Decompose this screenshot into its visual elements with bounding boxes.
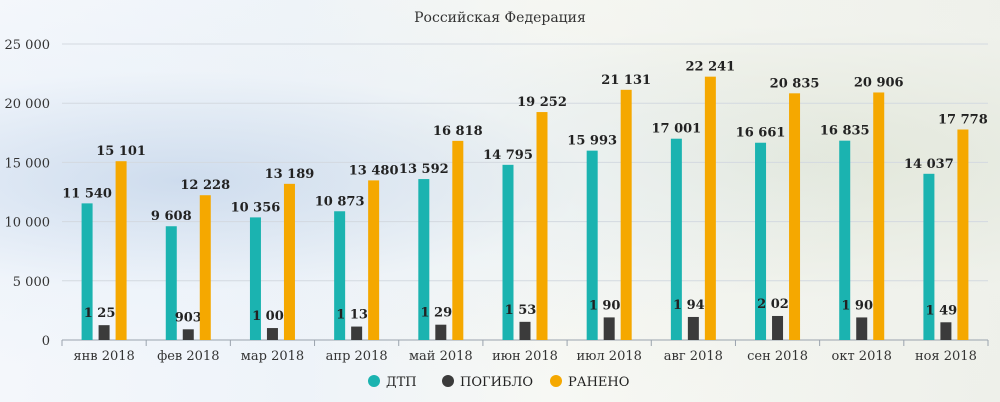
bar-погибло bbox=[856, 317, 868, 340]
bar-погибло bbox=[266, 328, 278, 340]
data-label: 12 228 bbox=[180, 178, 230, 193]
data-label: 16 835 bbox=[820, 124, 870, 139]
data-label: 903 bbox=[175, 310, 202, 325]
chart-title: Российская Федерация bbox=[414, 10, 586, 26]
data-label: 13 480 bbox=[349, 163, 399, 178]
data-label: 14 795 bbox=[483, 148, 533, 163]
bar-ранено bbox=[789, 93, 801, 340]
bar-дтп bbox=[755, 142, 767, 340]
y-tick-label: 15 000 bbox=[5, 156, 51, 171]
data-label: 1 293 bbox=[420, 306, 461, 321]
legend-label: РАНЕНО bbox=[568, 375, 629, 390]
data-label: 10 873 bbox=[315, 194, 365, 209]
data-label: 10 356 bbox=[231, 200, 281, 215]
data-label: 17 001 bbox=[651, 122, 701, 137]
x-tick-label: фев 2018 bbox=[157, 349, 219, 364]
bar-погибло bbox=[182, 329, 194, 340]
data-label: 16 818 bbox=[433, 124, 483, 139]
data-label: 1 908 bbox=[589, 298, 630, 313]
bar-ранено bbox=[115, 161, 127, 340]
legend-marker bbox=[550, 375, 562, 387]
bar-погибло bbox=[351, 326, 363, 340]
x-tick-label: окт 2018 bbox=[832, 349, 892, 364]
data-label: 1 906 bbox=[841, 298, 882, 313]
y-tick-label: 0 bbox=[42, 334, 50, 349]
data-label: 11 540 bbox=[62, 186, 112, 201]
data-label: 1 946 bbox=[673, 298, 714, 313]
data-label: 15 993 bbox=[567, 134, 617, 149]
bar-погибло bbox=[519, 321, 531, 340]
legend-item-дтп[interactable]: ДТП bbox=[368, 375, 417, 390]
bar-дтп bbox=[165, 226, 177, 340]
data-label: 1 496 bbox=[926, 303, 967, 318]
bar-ранено bbox=[704, 76, 716, 340]
bar-дтп bbox=[923, 173, 935, 340]
y-axis-ticks: 0 5 000 10 000 15 000 20 000 25 000 bbox=[5, 38, 51, 349]
data-label: 13 189 bbox=[265, 167, 315, 182]
y-tick-label: 25 000 bbox=[5, 38, 51, 53]
bar-дтп bbox=[81, 203, 93, 340]
bar-погибло bbox=[940, 322, 952, 340]
bar-погибло bbox=[435, 324, 447, 340]
legend[interactable]: ДТП ПОГИБЛО РАНЕНО bbox=[368, 375, 629, 390]
bar-дтп bbox=[586, 150, 598, 340]
legend-marker bbox=[368, 375, 380, 387]
data-label: 17 778 bbox=[938, 113, 988, 128]
legend-label: ДТП bbox=[386, 375, 417, 390]
bar-дтп bbox=[839, 140, 851, 340]
x-tick-label: янв 2018 bbox=[73, 349, 134, 364]
data-label: 1 009 bbox=[252, 309, 293, 324]
data-label: 21 131 bbox=[601, 73, 651, 88]
x-tick-label: апр 2018 bbox=[326, 349, 388, 364]
data-label: 19 252 bbox=[517, 95, 567, 110]
data-label: 20 835 bbox=[770, 76, 820, 91]
y-tick-label: 20 000 bbox=[5, 97, 51, 112]
data-label: 1 253 bbox=[84, 306, 125, 321]
x-tick-label: июл 2018 bbox=[576, 349, 641, 364]
bar-погибло bbox=[687, 316, 699, 340]
data-label: 13 592 bbox=[399, 162, 449, 177]
x-tick-label: авг 2018 bbox=[664, 349, 723, 364]
bar-ранено bbox=[536, 112, 548, 340]
data-label: 14 037 bbox=[904, 157, 954, 172]
data-label: 16 661 bbox=[736, 126, 786, 141]
x-tick-label: сен 2018 bbox=[747, 349, 808, 364]
y-tick-label: 5 000 bbox=[13, 275, 50, 290]
bar-ранено bbox=[957, 129, 969, 340]
bar-дтп bbox=[334, 211, 346, 340]
bar-ранено bbox=[368, 180, 380, 340]
x-tick-label: май 2018 bbox=[409, 349, 473, 364]
x-tick-label: июн 2018 bbox=[492, 349, 558, 364]
bar-ранено bbox=[283, 183, 295, 340]
data-label: 1 534 bbox=[505, 303, 546, 318]
x-axis-ticks: янв 2018 фев 2018 мар 2018 апр 2018 май 2018… bbox=[61, 340, 989, 364]
bar-дтп bbox=[249, 217, 261, 340]
bar-дтп bbox=[502, 164, 514, 340]
bar-погибло bbox=[772, 315, 784, 340]
bar-ранено bbox=[199, 195, 211, 340]
data-label: 22 241 bbox=[685, 60, 735, 75]
bar-ранено bbox=[873, 92, 885, 340]
data-label: 20 906 bbox=[854, 75, 904, 90]
legend-marker bbox=[442, 375, 454, 387]
legend-label: ПОГИБЛО bbox=[460, 375, 533, 390]
y-tick-label: 10 000 bbox=[5, 216, 51, 231]
data-label: 1 135 bbox=[336, 308, 377, 323]
bar-погибло bbox=[603, 317, 615, 340]
bar-погибло bbox=[98, 325, 110, 340]
x-tick-label: мар 2018 bbox=[241, 349, 304, 364]
bar-ранено bbox=[620, 89, 632, 340]
bar-дтп bbox=[670, 138, 682, 340]
legend-item-погибло[interactable]: ПОГИБЛО bbox=[442, 375, 533, 390]
x-tick-label: ноя 2018 bbox=[915, 349, 977, 364]
bar-ранено bbox=[452, 140, 464, 340]
data-label: 2 029 bbox=[757, 297, 798, 312]
bar-дтп bbox=[418, 179, 430, 340]
grid-lines bbox=[62, 43, 988, 341]
legend-item-ранено[interactable]: РАНЕНО bbox=[550, 375, 629, 390]
data-label: 15 101 bbox=[96, 144, 146, 159]
data-label: 9 608 bbox=[151, 209, 192, 224]
